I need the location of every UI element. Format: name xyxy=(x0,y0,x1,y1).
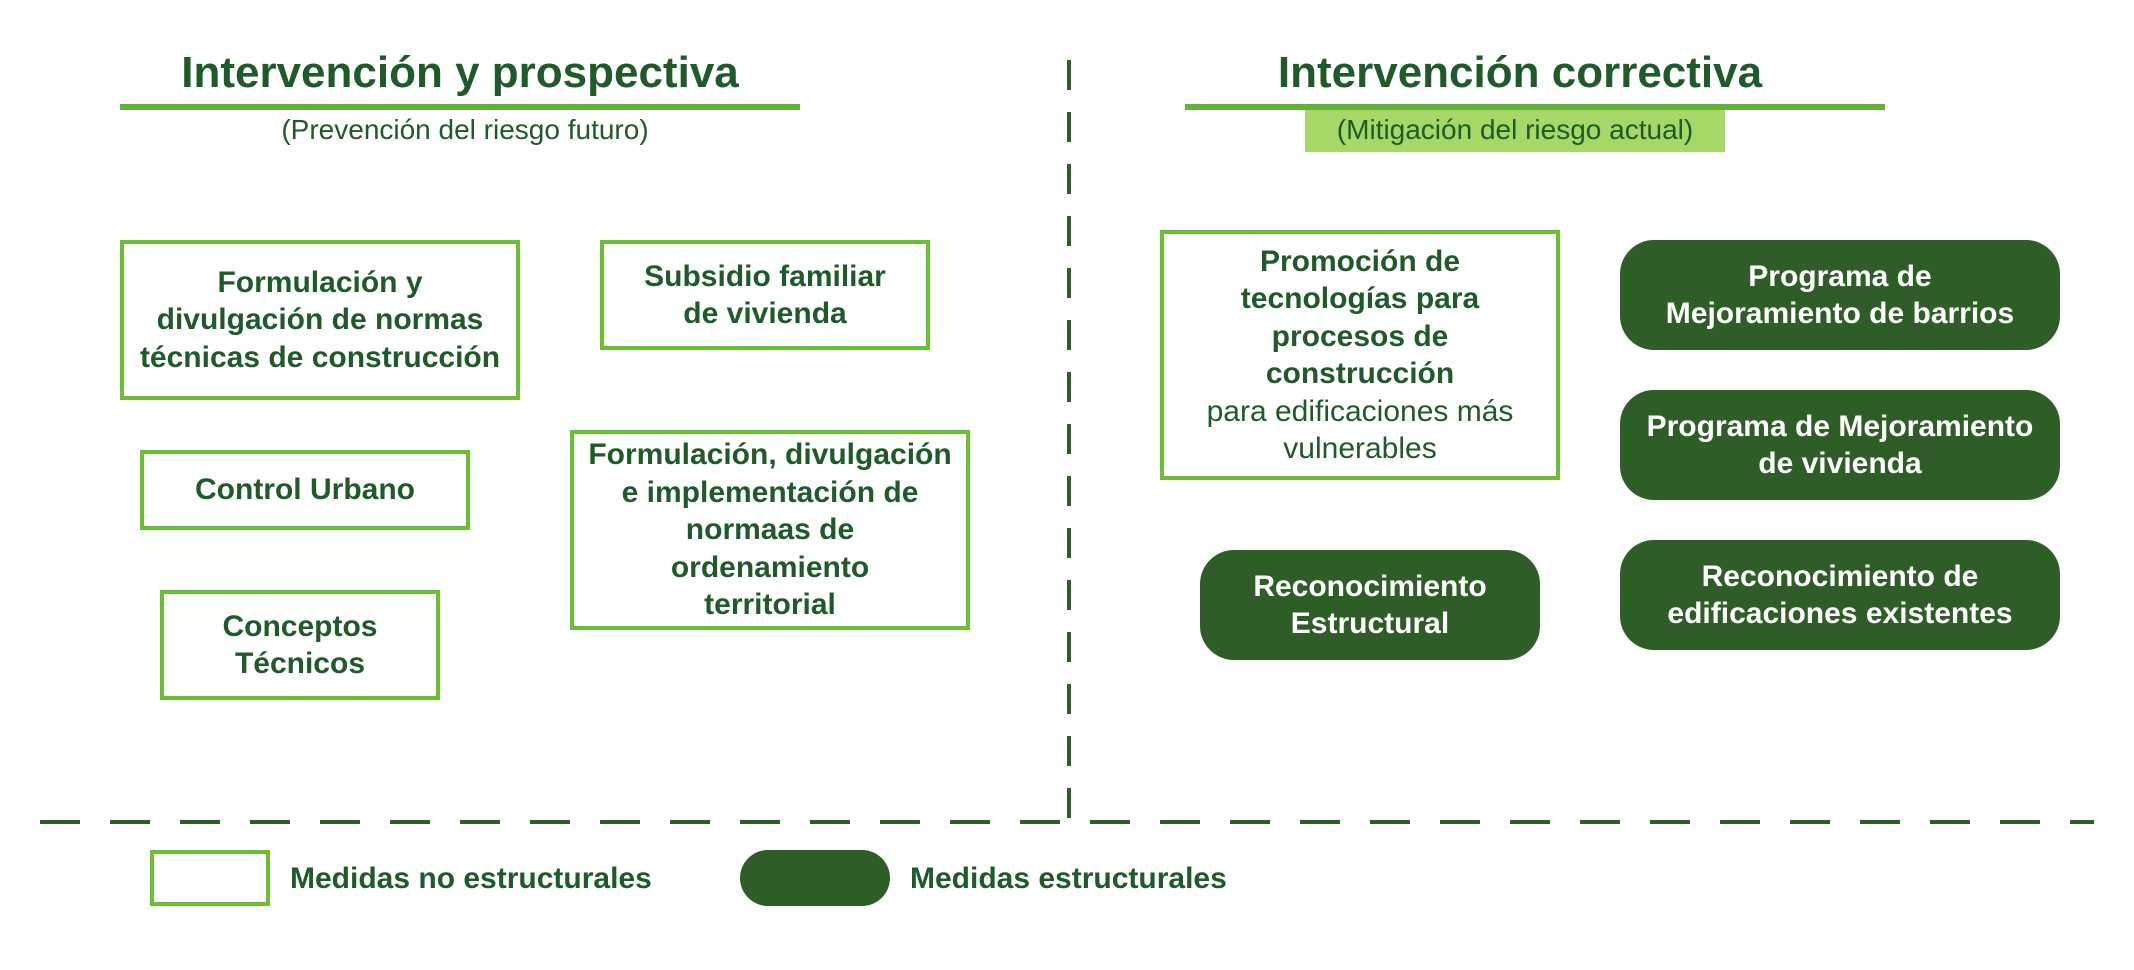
measure-box-b5: ConceptosTécnicos xyxy=(160,590,440,700)
section-underline-right xyxy=(1185,104,1885,110)
section-subtitle-left: (Prevención del riesgo futuro) xyxy=(255,114,675,154)
diagram-canvas: Intervención y prospectiva (Prevención de… xyxy=(0,0,2134,970)
horizontal-divider xyxy=(40,820,2094,824)
measure-box-b2: Subsidio familiarde vivienda xyxy=(600,240,930,350)
measure-box-b6: Promoción detecnologías paraprocesos de … xyxy=(1160,230,1560,480)
measure-pill-p1: Programa deMejoramiento de barrios xyxy=(1620,240,2060,350)
section-subtitle-right: (Mitigación del riesgo actual) xyxy=(1305,114,1725,154)
legend-label-structural: Medidas estructurales xyxy=(910,862,1227,896)
measure-pill-p3: ReconocimientoEstructural xyxy=(1200,550,1540,660)
vertical-divider xyxy=(1067,60,1071,820)
section-title-left: Intervención y prospectiva xyxy=(150,48,770,98)
measure-box-secondary: para edificaciones másvulnerables xyxy=(1207,395,1514,466)
section-underline-left xyxy=(120,104,800,110)
legend-swatch-structural xyxy=(740,850,890,906)
measure-pill-p2: Programa de Mejoramientode vivienda xyxy=(1620,390,2060,500)
measure-box-textwrap: Promoción detecnologías paraprocesos de … xyxy=(1178,243,1542,468)
section-title-right: Intervención correctiva xyxy=(1230,48,1810,98)
measure-box-b3: Control Urbano xyxy=(140,450,470,530)
legend-label-nonstructural: Medidas no estructurales xyxy=(290,862,652,896)
measure-pill-p4: Reconocimiento deedificaciones existente… xyxy=(1620,540,2060,650)
measure-box-b4: Formulación, divulgacióne implementación… xyxy=(570,430,970,630)
measure-box-b1: Formulación ydivulgación de normastécnic… xyxy=(120,240,520,400)
legend-swatch-nonstructural xyxy=(150,850,270,906)
measure-box-primary: Promoción detecnologías paraprocesos de … xyxy=(1241,245,1479,391)
